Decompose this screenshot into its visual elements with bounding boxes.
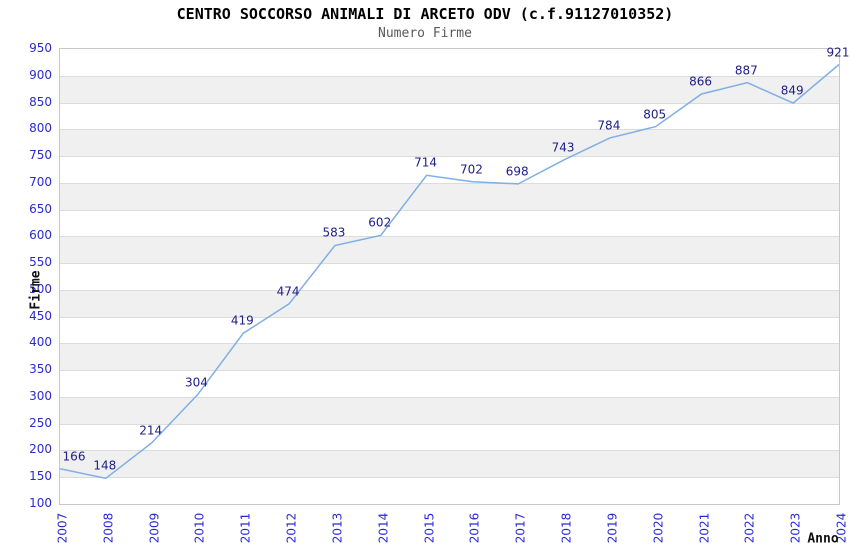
y-axis-title: Firme [28, 270, 44, 310]
y-tick-label: 350 [29, 362, 52, 377]
x-tick-label: 2019 [605, 512, 620, 544]
data-point-label: 805 [643, 107, 667, 122]
data-point-label: 214 [139, 423, 163, 438]
x-tick-label: 2013 [330, 512, 345, 544]
background-band [60, 209, 839, 237]
background-band [60, 263, 839, 290]
background-band [60, 102, 839, 130]
x-tick-label: 2023 [788, 512, 803, 544]
data-point-label: 583 [322, 225, 346, 240]
y-tick-label: 600 [29, 228, 52, 243]
data-point-label: 474 [276, 284, 300, 299]
x-tick-label: 2018 [559, 512, 574, 544]
y-tick-label: 500 [29, 281, 52, 296]
x-tick-label: 2015 [422, 512, 437, 544]
background-band [60, 182, 839, 210]
data-point-label: 887 [734, 63, 758, 78]
data-point-label: 419 [230, 313, 254, 328]
y-tick-label: 850 [29, 94, 52, 109]
x-tick-label: 2012 [284, 512, 299, 544]
data-point-label: 849 [780, 83, 804, 98]
gridline [60, 236, 839, 238]
gridline [60, 370, 839, 372]
y-tick-label: 200 [29, 442, 52, 457]
x-tick-label: 2020 [651, 512, 666, 544]
gridline [60, 209, 839, 211]
x-tick-label: 2014 [376, 512, 391, 544]
y-tick-label: 150 [29, 469, 52, 484]
background-band [60, 316, 839, 344]
background-band [60, 477, 839, 504]
y-tick-label: 800 [29, 121, 52, 136]
data-point-label: 784 [597, 118, 621, 133]
chart-subtitle: Numero Firme [378, 26, 472, 41]
data-point-label: 702 [459, 162, 483, 177]
gridline [60, 182, 839, 184]
x-tick-label: 2008 [101, 512, 116, 544]
y-tick-label: 300 [29, 388, 52, 403]
background-band [60, 129, 839, 157]
data-point-label: 698 [505, 164, 529, 179]
x-tick-label: 2010 [192, 512, 207, 544]
gridline [60, 129, 839, 131]
gridline [60, 289, 839, 291]
gridline [60, 75, 839, 77]
data-point-label: 714 [414, 155, 438, 170]
background-band [60, 289, 839, 317]
y-tick-label: 450 [29, 308, 52, 323]
gridline [60, 263, 839, 265]
data-point-label: 304 [185, 375, 208, 390]
plot-area [59, 48, 840, 505]
gridline [60, 450, 839, 452]
data-point-label: 743 [551, 140, 575, 155]
y-tick-label: 950 [29, 41, 52, 55]
y-tick-label: 400 [29, 335, 52, 350]
background-band [60, 423, 839, 451]
x-axis-title: Anno [807, 531, 839, 547]
y-tick-label: 700 [29, 174, 52, 189]
x-tick-label: 2009 [147, 512, 162, 544]
y-tick-label: 550 [29, 255, 52, 270]
data-point-label: 166 [62, 449, 86, 464]
y-tick-label: 100 [29, 496, 52, 510]
x-tick-label: 2021 [697, 512, 712, 544]
x-tick-label: 2011 [238, 512, 253, 544]
x-tick-label: 2017 [513, 512, 528, 544]
x-tick-label: 2007 [55, 512, 70, 544]
data-point-label: 866 [689, 74, 712, 89]
gridline [60, 477, 839, 479]
y-tick-label: 250 [29, 415, 52, 430]
gridline [60, 343, 839, 345]
data-point-label: 602 [368, 215, 392, 230]
gridline [60, 102, 839, 104]
gridline [60, 156, 839, 158]
background-band [60, 343, 839, 371]
background-band [60, 75, 839, 103]
x-tick-label: 2016 [467, 512, 482, 544]
x-tick-label: 2022 [742, 512, 757, 544]
background-band [60, 236, 839, 264]
gridline [60, 316, 839, 318]
gridline [60, 423, 839, 425]
line-series [60, 63, 839, 480]
gridline [60, 396, 839, 398]
y-tick-label: 900 [29, 67, 52, 82]
data-point-label: 921 [826, 45, 850, 60]
background-band [60, 370, 839, 397]
y-tick-label: 650 [29, 201, 52, 216]
line-series-svg [60, 63, 839, 480]
chart-title: CENTRO SOCCORSO ANIMALI DI ARCETO ODV (c… [176, 5, 674, 23]
background-band [60, 396, 839, 424]
data-point-label: 148 [93, 458, 117, 473]
y-tick-label: 750 [29, 148, 52, 163]
background-band [60, 49, 839, 76]
background-band [60, 450, 839, 478]
